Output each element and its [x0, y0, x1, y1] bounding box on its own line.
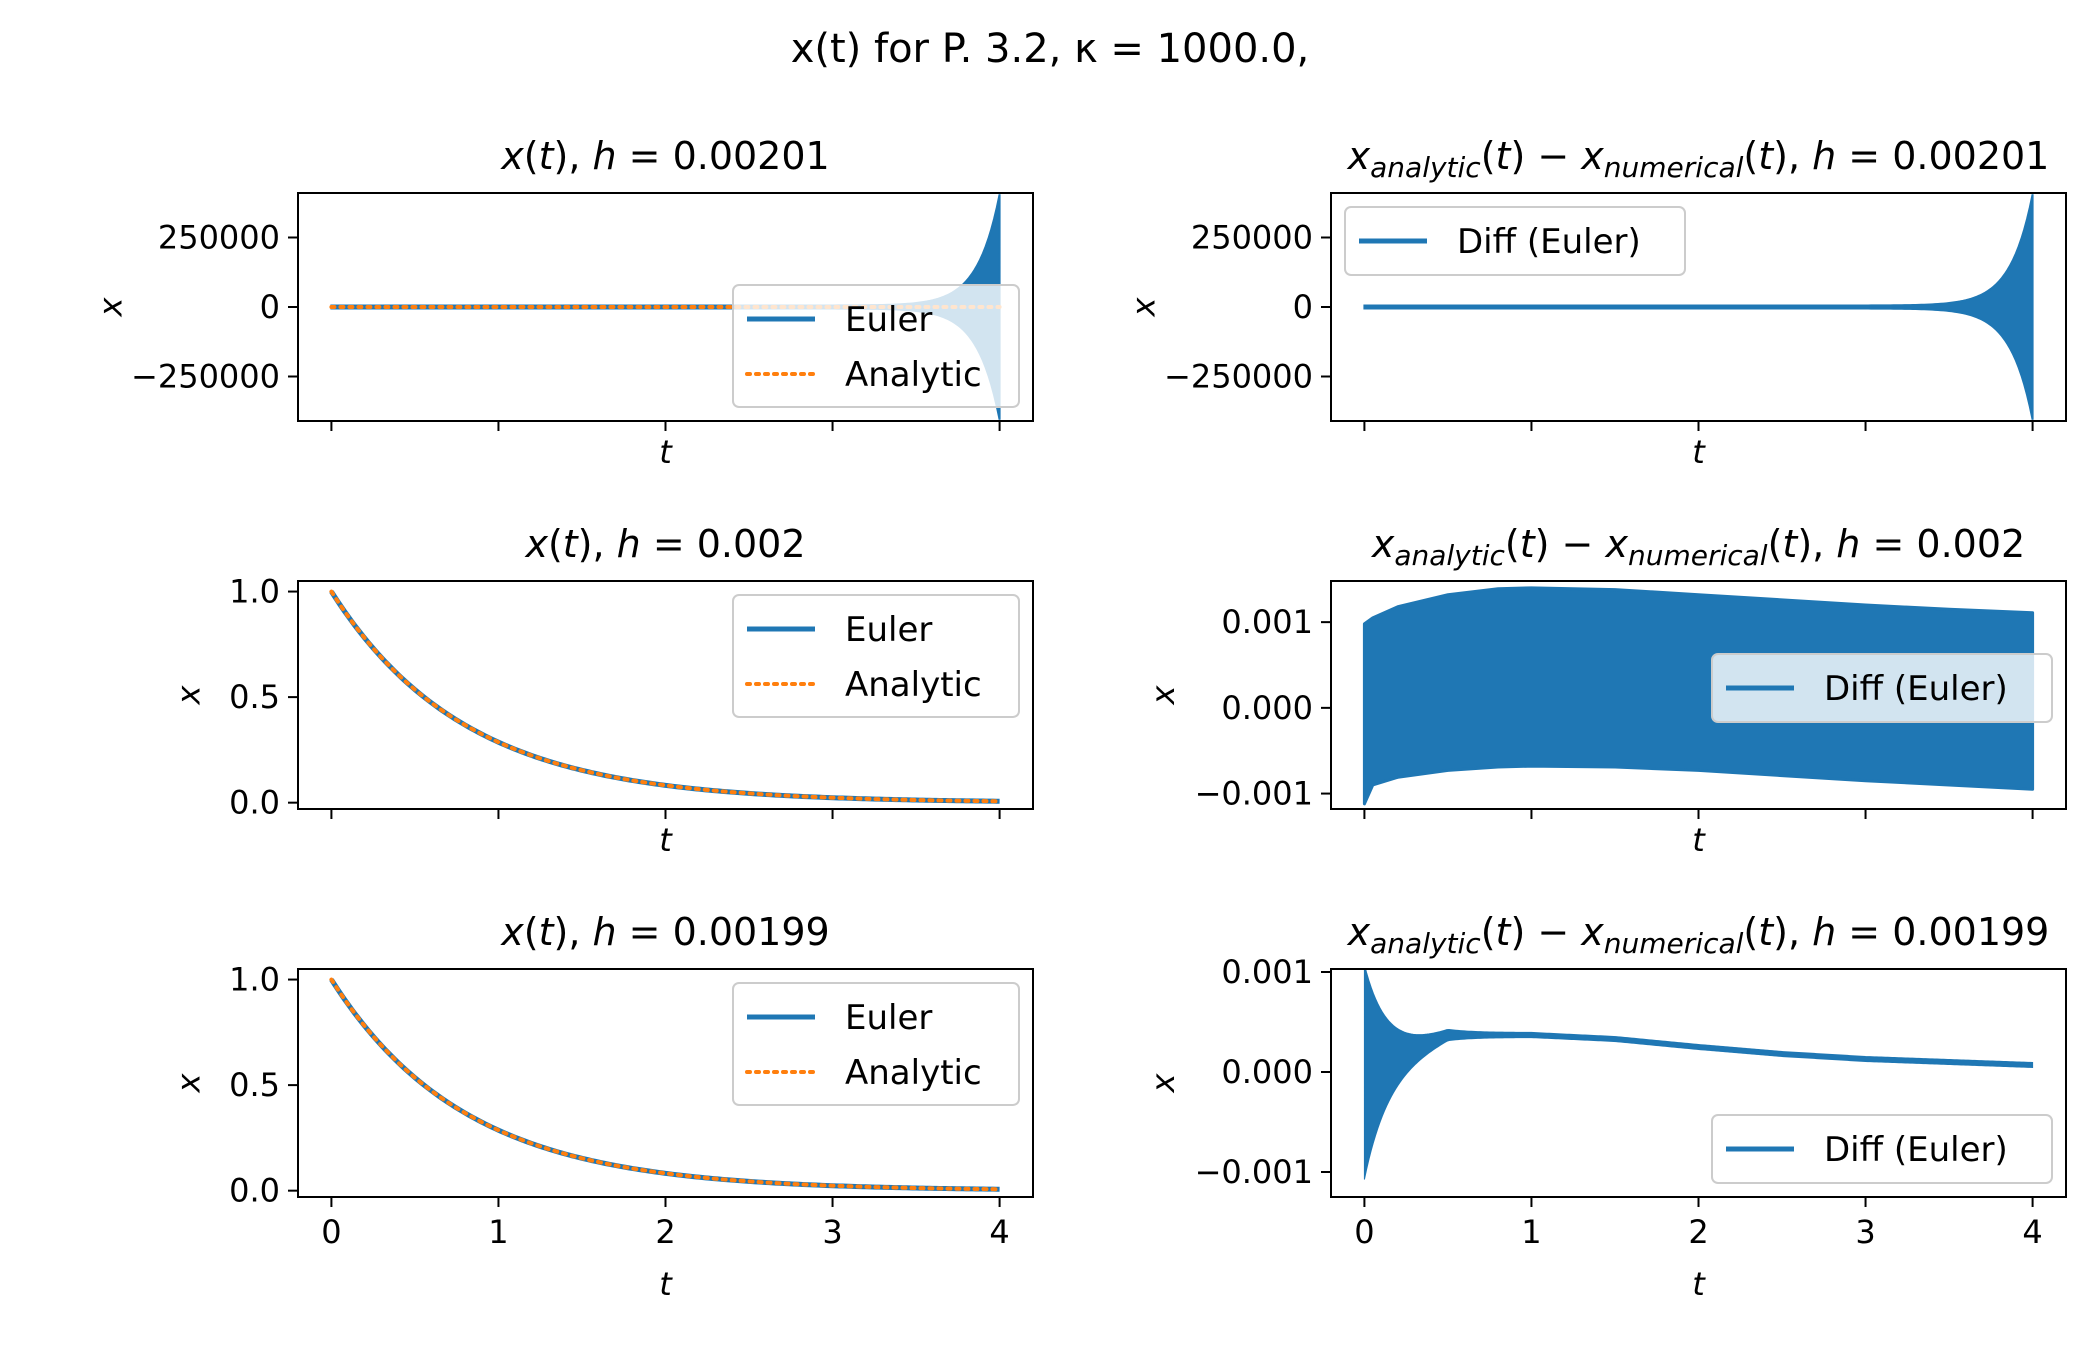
- y-axis-label: x: [1144, 1072, 1182, 1093]
- y-tick-label: 0: [260, 288, 280, 326]
- y-tick-label: −250000: [131, 358, 280, 396]
- y-axis-label: x: [170, 684, 208, 705]
- subplot-title: xanalytic(t) − xnumerical(t), h = 0.0020…: [1347, 134, 2050, 184]
- legend-box: [732, 982, 1020, 1106]
- subplot-4: −0.001 0.000 0.001 t x xanalytic(t) − xnumeri…: [1144, 522, 2067, 859]
- legend-box: [732, 594, 1020, 718]
- plot-area: [1362, 586, 2035, 806]
- subplot-3: 0.0 0.5 1.0 t x x(t), h = 0.002 Euler Analytic: [170, 522, 1034, 859]
- y-tick-label: 0.0: [229, 1172, 280, 1210]
- x-tick-label: 0: [321, 1213, 341, 1251]
- subplot-6: 0 1 2 3 4 −0.001 0.000 0.001 t x xanalytic(t) − xn…: [1144, 910, 2067, 1303]
- subplot-title: x(t), h = 0.00201: [500, 134, 829, 178]
- legend-box: [1344, 206, 1686, 276]
- series-diff-euler-band: [1363, 969, 2034, 1180]
- y-tick-label: 0.0: [229, 784, 280, 822]
- legend-box: [1711, 653, 2053, 723]
- x-tick-label: 4: [989, 1213, 1009, 1251]
- x-axis-label: t: [659, 433, 673, 471]
- series-diff-euler-band: [1363, 194, 2034, 420]
- y-tick-label: 250000: [158, 218, 280, 256]
- y-tick-label: 1.0: [229, 961, 280, 999]
- subplot-1: −250000 0 250000 t x x(t), h = 0.00201 Euler An…: [92, 134, 1034, 471]
- y-tick-label: −250000: [1164, 358, 1313, 396]
- figure-title: x(t) for P. 3.2, κ = 1000.0,: [791, 26, 1310, 72]
- subplot-5: 0 1 2 3 4 0.0 0.5 1.0 t x x(t), h = 0.00199 Euler An…: [170, 910, 1034, 1303]
- plot-area: [329, 589, 1002, 804]
- x-tick-label: 2: [1688, 1213, 1708, 1251]
- plot-area: [1363, 969, 2034, 1180]
- y-axis-label: x: [1125, 296, 1163, 317]
- x-axis-label: t: [1692, 433, 1706, 471]
- legend: Diff (Euler): [1711, 653, 2053, 723]
- y-tick-label: 1.0: [229, 573, 280, 611]
- x-tick-label: 3: [1855, 1213, 1875, 1251]
- y-tick-label: 0: [1293, 288, 1313, 326]
- legend-box: [1711, 1114, 2053, 1184]
- series-analytic-line: [329, 977, 1002, 1192]
- y-tick-label: 0.000: [1221, 1053, 1313, 1091]
- x-axis-label: t: [1692, 821, 1706, 859]
- series-diff-euler-band: [1362, 586, 2035, 806]
- x-axis-label: t: [1692, 1265, 1706, 1303]
- legend-label: Diff (Euler): [1824, 669, 2008, 709]
- legend-box: [732, 284, 1020, 408]
- plot-area: [1363, 194, 2034, 420]
- x-tick-label: 1: [488, 1213, 508, 1251]
- x-tick-label: 1: [1521, 1213, 1541, 1251]
- legend-label: Diff (Euler): [1457, 222, 1641, 262]
- subplot-title: xanalytic(t) − xnumerical(t), h = 0.0019…: [1347, 910, 2050, 960]
- x-tick-label: 0: [1354, 1213, 1374, 1251]
- legend: Diff (Euler): [1344, 206, 1686, 276]
- y-tick-label: 0.001: [1221, 953, 1313, 991]
- legend: Euler Analytic: [732, 284, 1020, 408]
- legend-label: Analytic: [845, 355, 982, 395]
- x-axis-label: t: [659, 821, 673, 859]
- y-tick-label: 0.001: [1221, 603, 1313, 641]
- y-axis-label: x: [92, 296, 130, 317]
- legend-label: Analytic: [845, 1053, 982, 1093]
- y-tick-label: 0.5: [229, 678, 280, 716]
- y-tick-label: 0.5: [229, 1066, 280, 1104]
- x-tick-label: 2: [655, 1213, 675, 1251]
- x-axis-label: t: [659, 1265, 673, 1303]
- legend: Diff (Euler): [1711, 1114, 2053, 1184]
- plot-area: [329, 977, 1002, 1192]
- subplot-2: −250000 0 250000 t x xanalytic(t) − xnumerica…: [1125, 134, 2067, 471]
- y-axis-label: x: [1144, 684, 1182, 705]
- legend-label: Euler: [845, 300, 932, 340]
- y-axis-label: x: [170, 1072, 208, 1093]
- legend: Euler Analytic: [732, 982, 1020, 1106]
- legend-label: Analytic: [845, 665, 982, 705]
- series-analytic-line: [329, 589, 1002, 804]
- y-tick-label: 250000: [1191, 218, 1313, 256]
- legend: Euler Analytic: [732, 594, 1020, 718]
- subplot-title: xanalytic(t) − xnumerical(t), h = 0.002: [1371, 522, 2025, 572]
- subplot-title: x(t), h = 0.002: [524, 522, 805, 566]
- legend-label: Diff (Euler): [1824, 1130, 2008, 1170]
- y-tick-label: −0.001: [1195, 775, 1313, 813]
- y-tick-label: 0.000: [1221, 689, 1313, 727]
- subplot-title: x(t), h = 0.00199: [500, 910, 829, 954]
- legend-label: Euler: [845, 998, 932, 1038]
- x-tick-label: 4: [2022, 1213, 2042, 1251]
- y-tick-label: −0.001: [1195, 1153, 1313, 1191]
- x-tick-label: 3: [822, 1213, 842, 1251]
- legend-label: Euler: [845, 610, 932, 650]
